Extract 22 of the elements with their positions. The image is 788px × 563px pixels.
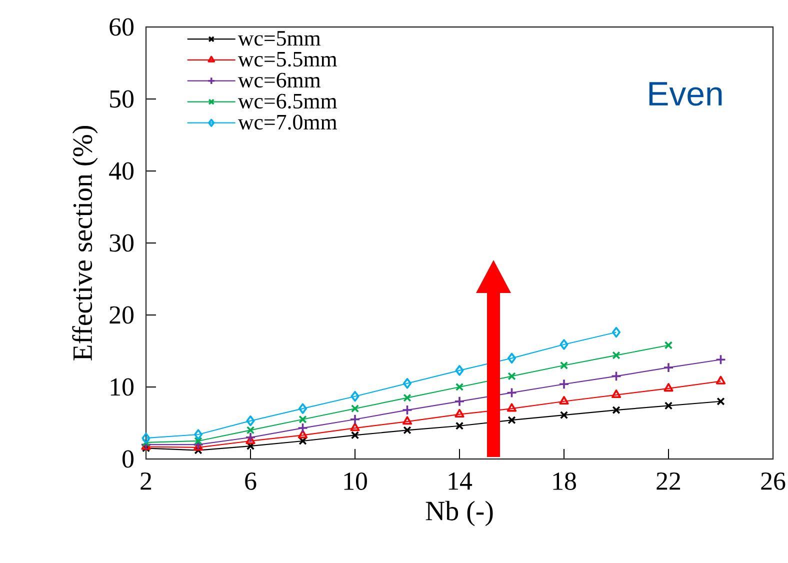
legend-label: wc=5.5mm	[238, 52, 337, 67]
legend-label: wc=6mm	[238, 72, 321, 88]
x-axis-title: Nb (-)	[426, 500, 493, 526]
x-tick-label: 6	[245, 472, 256, 490]
y-tick-label: 60	[110, 18, 134, 36]
y-tick-label: 50	[110, 90, 134, 108]
y-tick-label: 10	[110, 378, 134, 396]
legend-label: wc=5mm	[238, 31, 321, 46]
legend-label: wc=7.0mm	[238, 114, 337, 130]
x-tick-label: 2	[140, 472, 152, 490]
y-tick-label: 30	[110, 234, 134, 252]
y-tick-label: 40	[109, 162, 134, 180]
annotation: Even	[649, 82, 722, 106]
x-tick-label: 18	[553, 472, 576, 490]
y-tick-label: 20	[110, 306, 134, 324]
x-tick-label: 10	[344, 472, 367, 490]
x-tick-label: 26	[761, 472, 786, 490]
y-axis-title: Effective section (%)	[72, 126, 98, 360]
y-tick-label: 0	[122, 450, 134, 468]
x-tick-label: 14	[448, 472, 472, 490]
x-tick-label: 22	[656, 472, 680, 490]
legend-label: wc=6.5mm	[238, 94, 337, 109]
